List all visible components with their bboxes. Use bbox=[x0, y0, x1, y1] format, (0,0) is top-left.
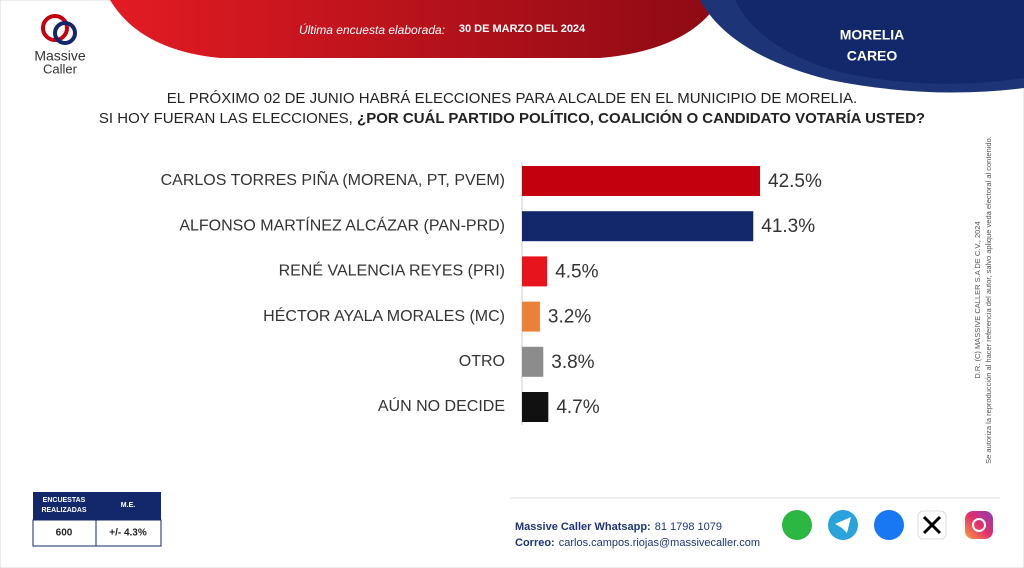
table-head: M.E. bbox=[121, 502, 135, 509]
header-corner-inner bbox=[735, 0, 1024, 84]
question-line: EL PRÓXIMO 02 DE JUNIO HABRÁ ELECCIONES … bbox=[167, 90, 857, 107]
whatsapp-icon[interactable] bbox=[782, 510, 812, 540]
category-label: HÉCTOR AYALA MORALES (MC) bbox=[263, 306, 505, 325]
value-label: 3.2% bbox=[548, 307, 591, 328]
header-date: 30 DE MARZO DEL 2024 bbox=[459, 23, 586, 35]
survey-table: ENCUESTAS REALIZADAS M.E. 600 +/- 4.3% bbox=[32, 492, 162, 547]
table-cell: 600 bbox=[56, 528, 73, 539]
side-note-line: Se autoriza la reproducción al hacer ref… bbox=[984, 136, 993, 464]
category-label: CARLOS TORRES PIÑA (MORENA, PT, PVEM) bbox=[161, 169, 505, 189]
bar bbox=[522, 392, 549, 422]
question-part: SI HOY FUERAN LAS ELECCIONES, bbox=[99, 110, 357, 127]
bars: CARLOS TORRES PIÑA (MORENA, PT, PVEM) 42.… bbox=[161, 166, 822, 422]
telegram-glyph bbox=[835, 517, 851, 533]
instagram-icon[interactable] bbox=[965, 511, 993, 539]
value-label: 3.8% bbox=[551, 352, 594, 373]
category-label: AÚN NO DECIDE bbox=[378, 396, 505, 415]
table-header bbox=[33, 492, 161, 520]
footer-line: Correo: carlos.campos.riojas@massivecalle… bbox=[515, 537, 760, 549]
side-note: D.R. (C) MASSIVE CALLER S.A DE C.V., 202… bbox=[973, 136, 993, 464]
footer-label: Massive Caller Whatsapp: bbox=[515, 521, 651, 533]
footer-value: 81 1798 1079 bbox=[655, 521, 722, 533]
x-glyph bbox=[922, 515, 942, 535]
header-label: Última encuesta elaborada: bbox=[299, 22, 445, 37]
bar bbox=[522, 211, 754, 242]
logo-text: Massive bbox=[34, 48, 86, 64]
logo-ring bbox=[41, 14, 69, 42]
footer-value: carlos.campos.riojas@massivecaller.com bbox=[559, 537, 760, 549]
category-label: ALFONSO MARTÍNEZ ALCÁZAR (PAN-PRD) bbox=[179, 215, 505, 234]
table-head: REALIZADAS bbox=[41, 507, 86, 514]
question-part: ¿POR CUÁL PARTIDO POLÍTICO, COALICIÓN O … bbox=[357, 109, 925, 127]
bar bbox=[522, 256, 548, 287]
instagram-glyph bbox=[972, 518, 986, 532]
value-label: 4.5% bbox=[555, 261, 598, 282]
table-cell: +/- 4.3% bbox=[109, 528, 147, 539]
value-label: 4.7% bbox=[556, 397, 599, 418]
question-line: SI HOY FUERAN LAS ELECCIONES, ¿POR CUÁL … bbox=[99, 109, 925, 127]
footer-line: Massive Caller Whatsapp: 81 1798 1079 bbox=[515, 521, 722, 533]
logo-ring bbox=[53, 21, 77, 45]
logo-text: Caller bbox=[43, 61, 78, 76]
header-place: MORELIA bbox=[840, 27, 905, 43]
header-band bbox=[110, 0, 720, 58]
bar bbox=[522, 301, 540, 332]
footer-label: Correo: bbox=[515, 537, 555, 549]
value-label: 42.5% bbox=[768, 171, 822, 192]
category-label: OTRO bbox=[459, 353, 505, 370]
table-body bbox=[32, 519, 162, 547]
social-icons bbox=[782, 510, 993, 540]
bar bbox=[522, 346, 544, 377]
side-note-line: D.R. (C) MASSIVE CALLER S.A DE C.V., 202… bbox=[973, 221, 982, 378]
header-kind: CAREO bbox=[847, 48, 898, 64]
table-head: ENCUESTAS bbox=[43, 497, 86, 504]
value-label: 41.3% bbox=[761, 216, 815, 237]
bar bbox=[522, 166, 760, 196]
logo: Massive Caller bbox=[34, 14, 86, 76]
facebook-icon[interactable] bbox=[874, 510, 904, 540]
category-label: RENÉ VALENCIA REYES (PRI) bbox=[279, 261, 505, 280]
